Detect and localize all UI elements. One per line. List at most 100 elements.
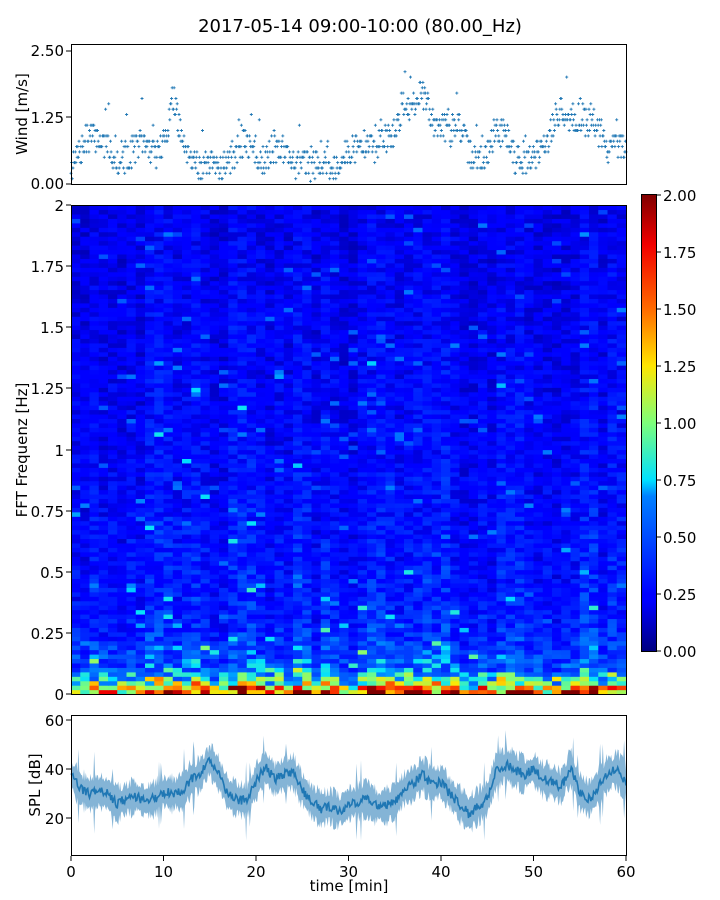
heatmap-cell xyxy=(505,471,516,477)
heatmap-cell xyxy=(524,618,535,624)
heatmap-cell xyxy=(293,618,303,624)
heatmap-cell xyxy=(219,400,229,406)
heatmap-cell xyxy=(515,502,525,508)
heatmap-cell xyxy=(71,489,81,495)
heatmap-cell xyxy=(441,467,451,473)
heatmap-cell xyxy=(459,649,470,655)
heatmap-cell xyxy=(589,680,599,686)
heatmap-cell xyxy=(126,662,137,668)
heatmap-cell xyxy=(496,498,507,504)
heatmap-cell xyxy=(487,445,498,451)
heatmap-cell xyxy=(265,591,276,597)
heatmap-cell xyxy=(376,449,387,455)
heatmap-cell xyxy=(330,573,340,580)
heatmap-cell xyxy=(367,458,377,464)
heatmap-cell xyxy=(579,445,590,451)
heatmap-cell xyxy=(524,596,535,602)
heatmap-cell xyxy=(265,458,276,464)
heatmap-cell xyxy=(367,400,377,406)
heatmap-cell xyxy=(283,551,294,557)
heatmap-cell xyxy=(98,627,109,633)
heatmap-cell xyxy=(348,405,359,411)
heatmap-cell xyxy=(450,351,461,357)
heatmap-cell xyxy=(293,685,303,691)
heatmap-cell xyxy=(524,573,535,580)
heatmap-cell xyxy=(376,613,387,620)
heatmap-cell xyxy=(367,480,377,486)
heatmap-cell xyxy=(163,689,174,695)
heatmap-cell xyxy=(228,449,239,455)
heatmap-cell xyxy=(496,453,507,459)
heatmap-cell xyxy=(431,493,442,499)
heatmap-cell xyxy=(367,618,377,624)
heatmap-cell xyxy=(200,511,211,517)
heatmap-cell xyxy=(89,618,100,624)
heatmap-cell xyxy=(246,427,257,433)
heatmap-cell xyxy=(533,529,544,535)
heatmap-cell xyxy=(219,360,229,366)
heatmap-cell xyxy=(71,458,81,464)
heatmap-cell xyxy=(441,525,451,531)
heatmap-cell xyxy=(413,440,424,446)
heatmap-cell xyxy=(237,658,248,664)
heatmap-cell xyxy=(265,387,276,393)
heatmap-cell xyxy=(302,458,313,464)
heatmap-cell xyxy=(561,462,572,468)
heatmap-cell xyxy=(191,436,202,442)
heatmap-cell xyxy=(431,431,442,437)
heatmap-cell xyxy=(441,533,451,540)
heatmap-cell xyxy=(385,511,396,517)
heatmap-cell xyxy=(163,445,174,451)
heatmap-cell xyxy=(145,640,155,646)
heatmap-cell xyxy=(256,613,266,620)
heatmap-cell xyxy=(367,556,377,562)
heatmap-cell xyxy=(552,640,562,646)
heatmap-cell xyxy=(237,493,248,499)
heatmap-cell xyxy=(80,476,91,482)
heatmap-cell xyxy=(422,427,433,433)
heatmap-cell xyxy=(339,609,350,615)
heatmap-cell xyxy=(515,476,525,482)
heatmap-cell xyxy=(89,405,100,411)
heatmap-cell xyxy=(607,645,618,651)
heatmap-cell xyxy=(320,662,331,668)
heatmap-cell xyxy=(108,613,118,620)
heatmap-cell xyxy=(524,471,535,477)
heatmap-cell xyxy=(441,587,451,593)
heatmap-cell xyxy=(561,476,572,482)
heatmap-cell xyxy=(302,649,313,655)
heatmap-cell xyxy=(598,422,609,428)
heatmap-cell xyxy=(533,582,544,588)
heatmap-cell xyxy=(348,645,359,651)
heatmap-cell xyxy=(496,613,507,620)
heatmap-cell xyxy=(616,347,627,353)
heatmap-cell xyxy=(265,560,276,566)
heatmap-cell xyxy=(311,689,322,695)
heatmap-cell xyxy=(422,453,433,459)
heatmap-cell xyxy=(163,396,174,402)
heatmap-cell xyxy=(579,538,590,544)
heatmap-cell xyxy=(330,493,340,499)
heatmap-cell xyxy=(219,365,229,371)
heatmap-cell xyxy=(505,596,516,602)
heatmap-cell xyxy=(589,342,599,348)
heatmap-cell xyxy=(478,645,488,651)
heatmap-cell xyxy=(579,413,590,419)
heatmap-cell xyxy=(200,569,211,575)
heatmap-cell xyxy=(441,600,451,606)
heatmap-cell xyxy=(302,325,313,331)
heatmap-cell xyxy=(607,476,618,482)
heatmap-cell xyxy=(154,365,165,371)
heatmap-cell xyxy=(496,378,507,384)
heatmap-cell xyxy=(607,409,618,415)
heatmap-cell xyxy=(496,622,507,628)
heatmap-cell xyxy=(422,582,433,588)
heatmap-cell xyxy=(616,520,627,526)
heatmap-cell xyxy=(542,658,553,664)
heatmap-cell xyxy=(431,613,442,620)
heatmap-cell xyxy=(468,445,479,451)
heatmap-cell xyxy=(98,378,109,384)
heatmap-cell xyxy=(524,436,535,442)
heatmap-cell xyxy=(182,458,192,464)
heatmap-cell xyxy=(478,382,488,388)
